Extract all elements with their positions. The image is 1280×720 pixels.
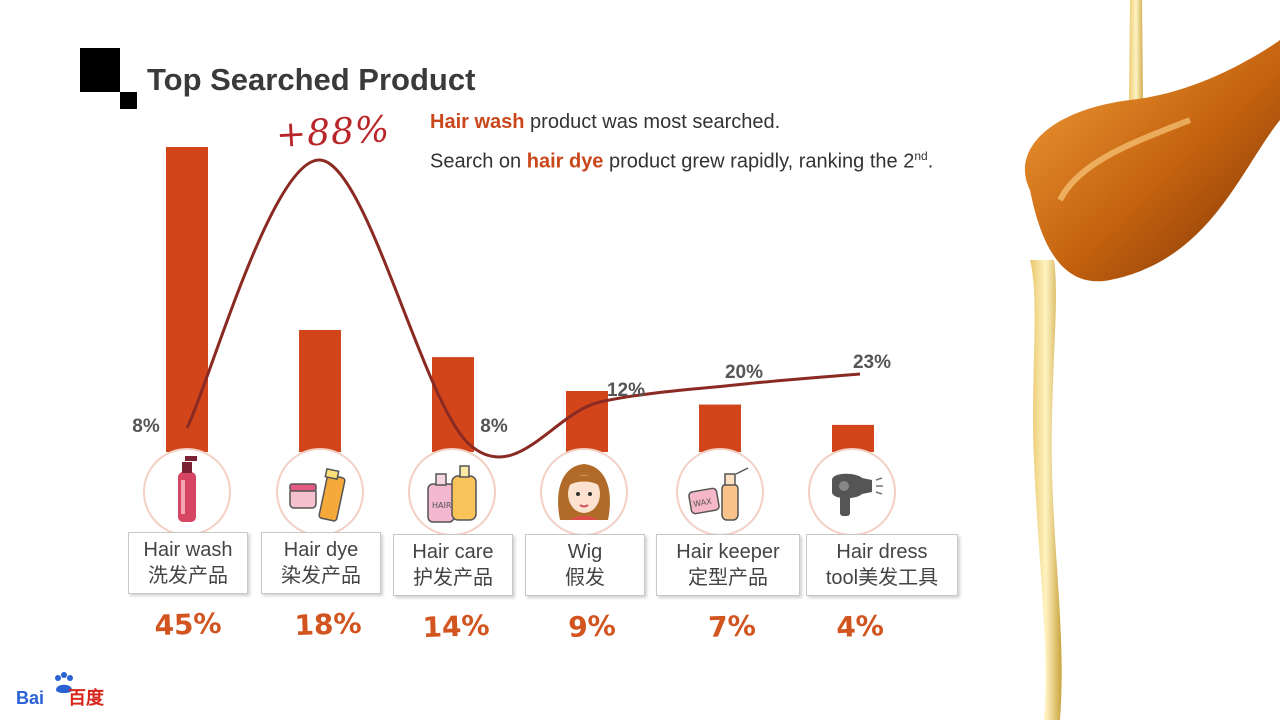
svg-text:HAIR: HAIR <box>432 501 452 510</box>
insight-line-2: Search on hair dye product grew rapidly,… <box>430 149 933 174</box>
category-label-en: Hair dress <box>836 541 928 563</box>
title-logo-square-large <box>80 48 120 92</box>
growth-label-4: 12% <box>607 380 645 401</box>
category-label-cn: 定型产品 <box>688 567 768 589</box>
category-label-en: Hair care <box>412 541 494 563</box>
bar-3 <box>432 357 474 452</box>
share-label: 4% <box>835 609 885 644</box>
baidu-logo-text: Bai <box>16 688 45 708</box>
category-label-en: Hair wash <box>143 539 233 561</box>
category-label: Hair dye 染发产品 <box>261 532 381 594</box>
insight-2-pre: Search on <box>430 150 527 173</box>
share-label: 14% <box>421 608 491 645</box>
share-label: 45% <box>153 606 223 643</box>
category-label-cn: tool美发工具 <box>825 567 939 589</box>
bar-5 <box>699 404 741 452</box>
bar-6 <box>832 424 874 452</box>
category-label: Wig 假发 <box>525 534 645 596</box>
category-label: Hair keeper 定型产品 <box>656 534 800 596</box>
category-label-en: Wig <box>567 541 603 563</box>
insight-1-text: product was most searched. <box>524 111 781 133</box>
growth-label-6: 23% <box>853 352 891 373</box>
insight-2-end: . <box>927 150 934 173</box>
insight-2-text: product grew rapidly, ranking the 2 <box>603 150 915 173</box>
baidu-paw-icon <box>55 672 73 693</box>
svg-text:WAX: WAX <box>693 497 713 509</box>
page-title: Top Searched Product <box>147 62 476 97</box>
category-label-cn: 洗发产品 <box>148 565 228 587</box>
category-label: Hair care 护发产品 <box>393 534 513 596</box>
bar-1 <box>166 147 208 452</box>
share-label: 7% <box>707 609 757 644</box>
shampoo-bottle-icon <box>143 448 231 536</box>
insight-2-highlight: hair dye <box>526 150 604 173</box>
category-label-cn: 染发产品 <box>281 565 361 587</box>
baidu-logo: Bai 百度 <box>16 684 104 710</box>
insight-2-sup: nd <box>914 149 928 163</box>
hair-wax-spray-icon: WAX <box>676 448 764 536</box>
honey-spoon-image <box>1024 0 1280 720</box>
category-label: Hair dress tool美发工具 <box>806 534 958 596</box>
hair-care-bottles-icon: HAIR <box>408 448 496 536</box>
insight-line-1: Hair wash product was most searched. <box>430 111 780 134</box>
hair-dryer-icon <box>808 448 896 536</box>
hair-dye-icon <box>276 448 364 536</box>
share-label: 18% <box>293 606 363 643</box>
insight-1-highlight: Hair wash <box>430 111 525 133</box>
wig-icon <box>540 448 628 536</box>
share-label: 9% <box>567 609 617 644</box>
category-label-cn: 假发 <box>565 567 605 589</box>
growth-label-1: 8% <box>132 416 160 437</box>
category-label-cn: 护发产品 <box>413 567 493 589</box>
category-label-en: Hair dye <box>283 539 359 561</box>
category-label-en: Hair keeper <box>676 541 780 563</box>
growth-line <box>185 158 861 459</box>
baidu-logo-cn: 百度 <box>68 688 105 708</box>
growth-label-5: 20% <box>725 362 763 383</box>
title-logo-square-small <box>120 92 137 109</box>
category-label: Hair wash 洗发产品 <box>128 532 248 594</box>
bar-2 <box>299 330 341 452</box>
growth-label-3: 8% <box>480 416 508 437</box>
